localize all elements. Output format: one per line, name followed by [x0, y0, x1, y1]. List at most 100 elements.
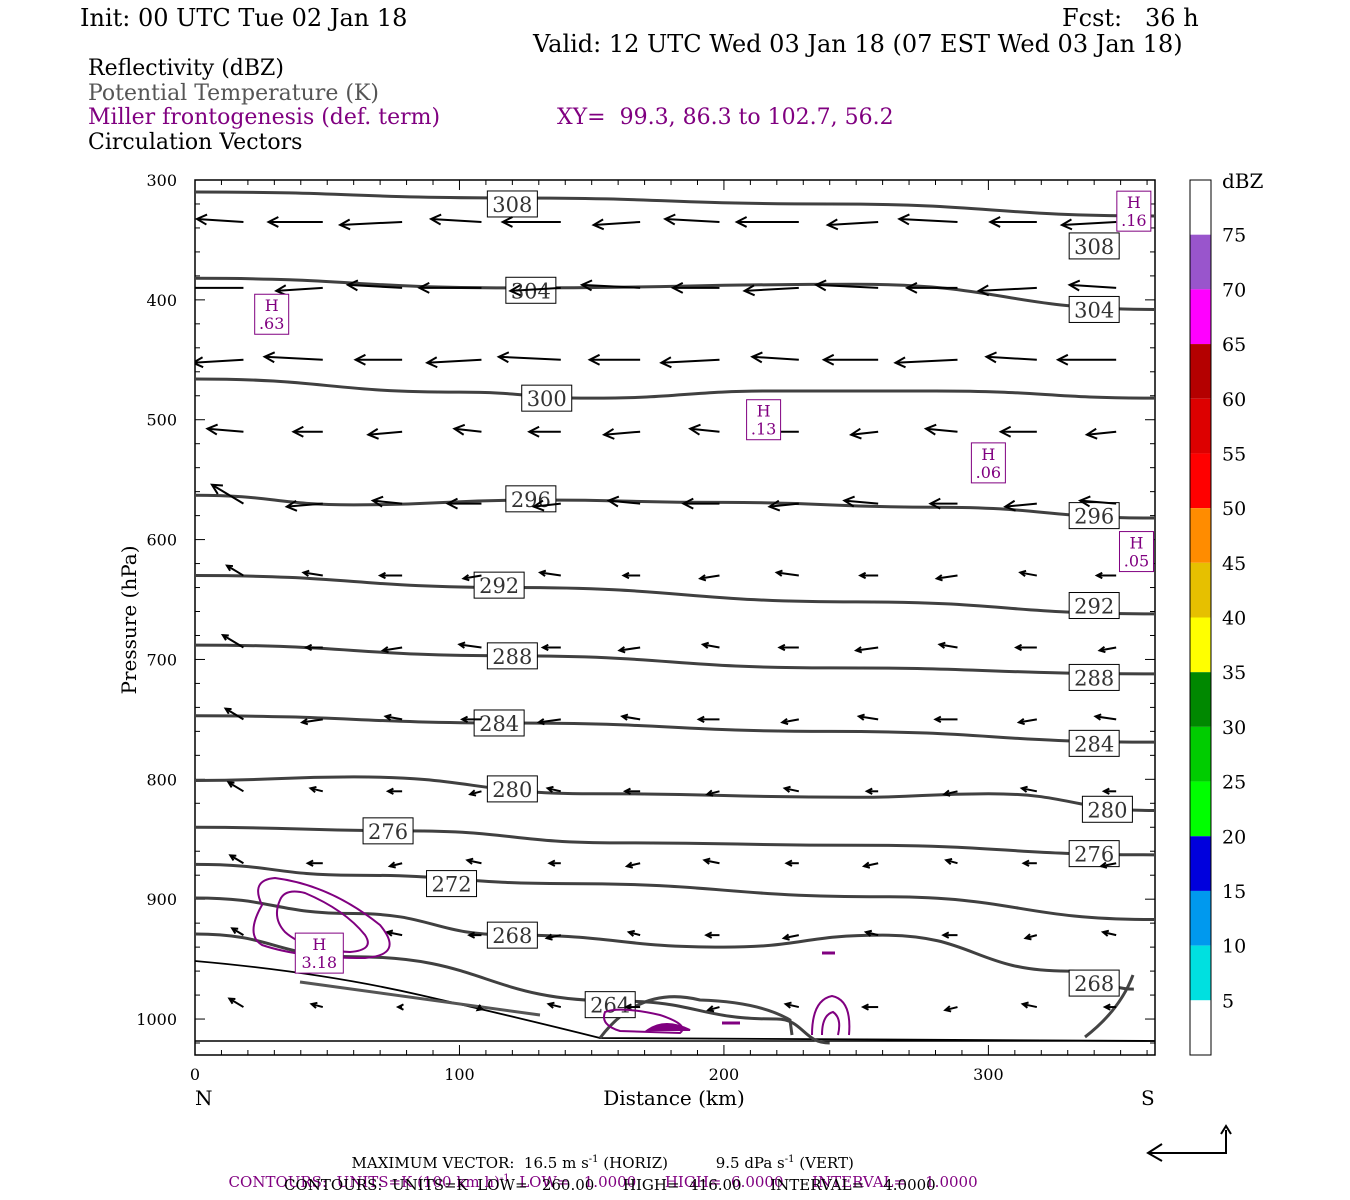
circulation-vector-head [345, 279, 359, 292]
theta-label-box [1068, 232, 1120, 260]
theta-label: 284 [479, 712, 519, 736]
theta-label: 308 [492, 193, 532, 217]
circulation-vector-head [228, 854, 237, 861]
circulation-vector-head [688, 423, 701, 436]
circulation-vector-head [696, 715, 705, 723]
contours1-exponent: -1 [499, 1173, 510, 1184]
y-tick-label: 900 [146, 890, 177, 909]
circulation-vector [540, 571, 561, 577]
circulation-vector [784, 787, 800, 793]
frontogenesis-max-value: .63 [259, 314, 284, 333]
frontogenesis-max-h: H [981, 445, 995, 464]
circulation-vector-head [617, 646, 626, 654]
circulation-vector-head [508, 284, 521, 297]
circulation-vector-head [937, 641, 946, 649]
theta-label-box [473, 709, 525, 737]
theta-label-box [486, 921, 538, 949]
circulation-vector-head [928, 497, 941, 510]
legend-circulation: Circulation Vectors [88, 130, 303, 155]
y-axis-label: Pressure (hPa) [117, 546, 141, 695]
circulation-vector [222, 634, 244, 649]
reference-vector-icon [1146, 1124, 1232, 1162]
forecast-hour: Fcst: 36 h [1062, 4, 1199, 32]
theta-label-box [521, 384, 573, 412]
colorbar-segment [1190, 180, 1211, 235]
colorbar-segment [1190, 562, 1211, 618]
colorbar-label: 60 [1222, 389, 1246, 411]
circulation-vector [665, 217, 720, 223]
theta-label: 268 [492, 924, 532, 948]
circulation-vector [533, 502, 561, 508]
circulation-vector-head [670, 281, 684, 294]
maxvec-exponent-1: -1 [588, 1154, 599, 1165]
frontogenesis-max-value: .05 [1124, 552, 1149, 571]
circulation-vector-head [750, 351, 763, 364]
circulation-vector [704, 859, 720, 865]
theta-label: 304 [1074, 298, 1114, 322]
colorbar-segment [1190, 672, 1211, 727]
circulation-vector-head [923, 423, 937, 436]
circulation-vector-head [195, 213, 208, 226]
circulation-vector-head [606, 495, 620, 508]
circulation-vector-head [1014, 643, 1023, 652]
frontogenesis-max-box [254, 293, 290, 335]
circulation-vector-head [860, 1003, 869, 1011]
circulation-vector [510, 286, 561, 292]
circulation-vector [700, 574, 720, 580]
x-tick-label: 100 [444, 1065, 475, 1084]
y-tick-label: 600 [146, 531, 177, 550]
circulation-vector [1086, 430, 1117, 436]
frontogenesis-max-box [1118, 531, 1154, 573]
circulation-vector [604, 430, 641, 436]
circulation-vector-head [1102, 1003, 1111, 1011]
y-tick-label: 300 [146, 171, 177, 190]
y-tick-label: 500 [146, 411, 177, 430]
theta-label-box [486, 775, 538, 803]
circulation-vector-head [1016, 718, 1025, 726]
maxvec-exponent-2: -1 [784, 1154, 795, 1165]
circulation-vector-head [781, 933, 790, 941]
theta-label-box [1068, 840, 1120, 868]
circulation-vector [986, 355, 1037, 361]
circulation-vector-head [780, 717, 789, 726]
circulation-vector-head [1020, 1001, 1029, 1009]
circulation-vector [690, 427, 720, 433]
circulation-vector-head [465, 857, 474, 865]
circulation-vector [1100, 862, 1117, 868]
circulation-vector-head [468, 789, 477, 797]
circulation-vector [372, 499, 403, 505]
circulation-vector-head [1093, 713, 1102, 721]
contours1-text: CONTOURS: UNITS=K (100 km h) [228, 1173, 500, 1191]
theta-contour-296 [195, 493, 1155, 520]
theta-label: 288 [492, 645, 532, 669]
circulation-vector [851, 430, 879, 436]
circulation-vector-head [460, 715, 469, 723]
circulation-vector-head [783, 1001, 792, 1009]
circulation-vector-head [500, 216, 513, 228]
circulation-vector-head [626, 929, 635, 937]
circulation-vector-head [475, 1004, 484, 1012]
circulation-vector-head [1023, 933, 1032, 941]
frontogenesis-max-box [746, 399, 782, 441]
circulation-vector [195, 358, 244, 364]
circulation-vector-head [623, 1003, 632, 1011]
theta-label: 308 [1074, 235, 1114, 259]
circulation-vector-head [702, 857, 711, 865]
circulation-vector-head [1018, 569, 1027, 577]
circulation-vector-head [848, 427, 862, 440]
circulation-vector-head [782, 785, 791, 793]
circulation-vector-head [777, 643, 786, 652]
colorbar-segment [1190, 890, 1211, 946]
circulation-vector [895, 358, 958, 364]
theta-label-box [473, 571, 525, 599]
circulation-vector-head [893, 356, 906, 369]
circulation-vector-head [1067, 279, 1081, 292]
circulation-vector-head [461, 574, 470, 582]
circulation-vector-head [864, 787, 873, 795]
colorbar-title: dBZ [1222, 169, 1264, 193]
frontogenesis-max-h: H [265, 296, 279, 315]
colorbar-segment [1190, 617, 1211, 673]
maxvec-text-2: (HORIZ) 9.5 dPa s [598, 1154, 785, 1172]
circulation-vector [844, 499, 879, 505]
circulation-vector [276, 286, 323, 292]
